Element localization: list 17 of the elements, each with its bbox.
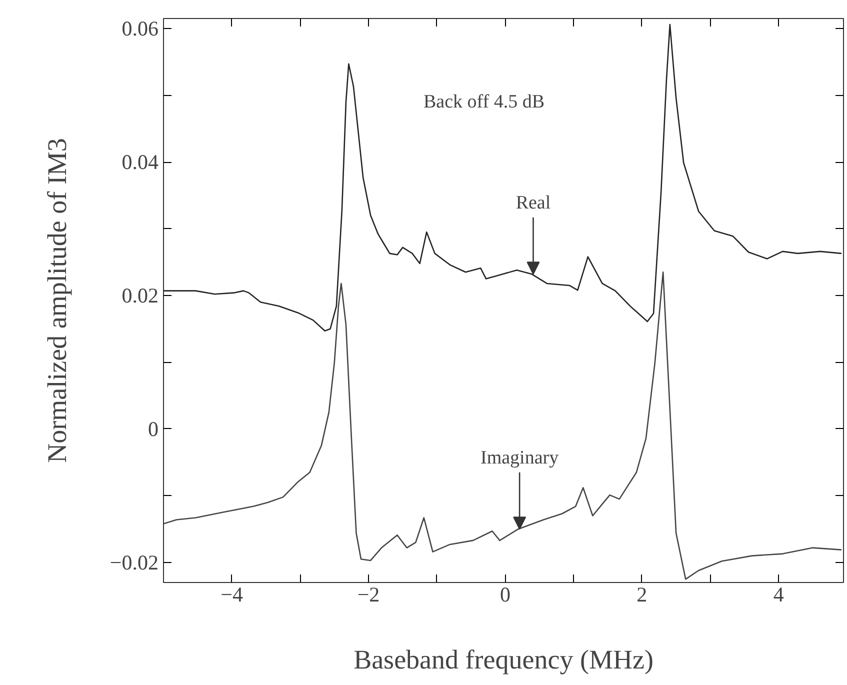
y-tick-label: 0.06 (122, 16, 158, 41)
x-tick-label: 0 (500, 582, 510, 606)
line-series (164, 24, 842, 332)
x-tick-label: −2 (357, 582, 380, 606)
x-tick-label: −4 (220, 582, 244, 606)
x-tick-label: 2 (636, 582, 648, 606)
y-tick-label: 0.02 (122, 283, 158, 308)
y-axis-title: Normalized amplitude of IM3 (42, 138, 72, 463)
y-tick-label: 0 (148, 416, 158, 441)
line-series (164, 271, 842, 580)
x-axis-title: Baseband frequency (MHz) (354, 644, 654, 674)
annotation: Imaginary (480, 447, 560, 468)
annotation: Real (516, 192, 551, 214)
annotation: Back off 4.5 dB (424, 92, 545, 112)
y-tick-label: 0.04 (122, 150, 159, 174)
x-tick-label: 4 (773, 582, 784, 606)
y-tick-label: −0.02 (110, 550, 158, 574)
